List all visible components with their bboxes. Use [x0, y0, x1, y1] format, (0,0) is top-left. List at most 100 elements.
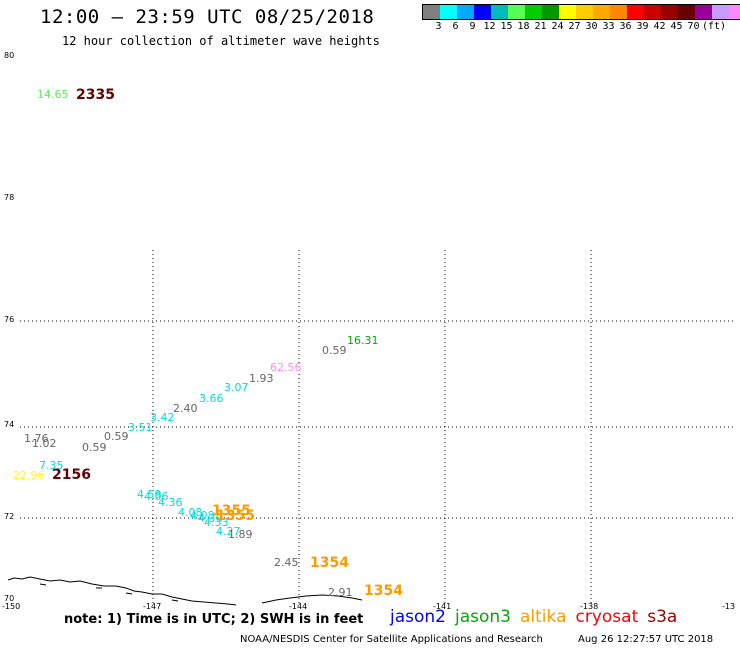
wave-height-value: 3.51	[128, 421, 153, 434]
units-note: note: 1) Time is in UTC; 2) SWH is in fe…	[64, 612, 364, 627]
legend-swatch	[712, 5, 729, 19]
legend-swatch	[644, 5, 661, 19]
longitude-label: -138	[580, 602, 598, 611]
legend-label: 39	[636, 21, 649, 32]
subtitle: 12 hour collection of altimeter wave hei…	[62, 34, 380, 48]
legend-swatch	[593, 5, 610, 19]
legend-swatch	[542, 5, 559, 19]
legend-swatch	[729, 5, 740, 19]
wave-height-value: 2.40	[173, 402, 198, 415]
legend-swatch	[474, 5, 491, 19]
footer-timestamp: Aug 26 12:27:57 UTC 2018	[578, 634, 714, 645]
wave-height-value: 4.59	[137, 488, 162, 501]
wave-height-value: 2335	[76, 87, 115, 103]
coastline-segment	[261, 594, 363, 604]
legend-label: 12	[483, 21, 496, 32]
wave-height-value: 1354	[310, 555, 349, 571]
legend-swatch	[661, 5, 678, 19]
legend-label: 70	[687, 21, 700, 32]
satellite-label-s3a: s3a	[647, 607, 678, 627]
legend-label: 3	[435, 21, 442, 32]
wave-height-value: 4.33	[204, 516, 229, 529]
legend-swatch	[576, 5, 593, 19]
satellite-label-cryosat: cryosat	[575, 607, 639, 627]
legend-label: 21	[534, 21, 547, 32]
legend-label: 27	[568, 21, 581, 32]
wave-height-value: 0.59	[82, 441, 107, 454]
legend-label: 45	[670, 21, 683, 32]
legend-swatch	[457, 5, 474, 19]
wave-height-value: 1.02	[32, 437, 57, 450]
wave-height-value: 2.91	[328, 586, 353, 599]
satellite-label-jason2: jason2	[390, 607, 446, 627]
legend-label: 30	[585, 21, 598, 32]
legend-label: 9	[469, 21, 476, 32]
satellite-legend: jason2 jason3 altika cryosat s3a	[390, 607, 686, 627]
wave-height-value: 4.27	[216, 525, 241, 538]
legend-swatch	[627, 5, 644, 19]
axis-labels: 80 78 76 74 72 70-150 -147 -144 -141 -138 -13	[2, 51, 735, 611]
wave-height-value: 14.65	[37, 88, 69, 101]
coastline	[7, 576, 237, 606]
legend-label: 42	[653, 21, 666, 32]
wave-height-value: 2.45	[274, 556, 299, 569]
longitude-label: -141	[433, 602, 451, 611]
wave-height-value: 62.56	[270, 361, 302, 374]
legend-label: 33	[602, 21, 615, 32]
wave-height-value: 1355	[212, 503, 251, 519]
wave-height-value: 1.93	[249, 372, 274, 385]
legend-label: 15	[500, 21, 513, 32]
legend-swatch	[695, 5, 712, 19]
legend-swatch	[678, 5, 695, 19]
legend-swatches	[422, 4, 740, 20]
longitude-label: -147	[143, 602, 161, 611]
wave-height-value: 1.89	[228, 528, 253, 541]
wave-height-value: 1.76	[24, 432, 49, 445]
legend-swatch	[491, 5, 508, 19]
wave-height-value: 4.36	[198, 512, 223, 525]
latitude-label: 70	[4, 594, 14, 603]
wave-height-value: 0.59	[104, 430, 129, 443]
wave-height-value: 1354	[364, 583, 403, 599]
wave-height-value: 3.42	[150, 411, 175, 424]
legend-swatch	[440, 5, 457, 19]
legend-label: 36	[619, 21, 632, 32]
wave-height-value: 4.36	[158, 496, 183, 509]
wave-height-value: 4.08	[190, 509, 215, 522]
legend-swatch	[559, 5, 576, 19]
wave-height-value: 16.31	[347, 334, 379, 347]
latitude-label: 72	[4, 512, 14, 521]
wave-height-value: 2156	[52, 467, 91, 483]
data-points: 14.65 233516.310.5962.561.933.073.662.403…	[13, 87, 403, 599]
legend-label: 6	[452, 21, 459, 32]
legend-swatch	[508, 5, 525, 19]
wave-height-value: 7.35	[39, 459, 64, 472]
satellite-label-jason3: jason3	[455, 607, 511, 627]
wave-height-value: 3.07	[224, 381, 249, 394]
legend-label: 18	[517, 21, 530, 32]
legend-swatch	[423, 5, 440, 19]
legend-swatch	[525, 5, 542, 19]
legend-unit: (ft)	[702, 21, 727, 32]
coastline-islands	[39, 583, 179, 602]
wave-height-value: 1355	[216, 508, 255, 524]
page-title: 12:00 – 23:59 UTC 08/25/2018	[40, 6, 375, 28]
legend-swatch	[610, 5, 627, 19]
wave-height-value: 0.59	[322, 344, 347, 357]
latitude-label: 76	[4, 315, 14, 324]
footer-credit: NOAA/NESDIS Center for Satellite Applica…	[240, 634, 543, 645]
wave-height-value: 4.06	[144, 490, 169, 503]
latitude-label: 74	[4, 420, 14, 429]
color-legend: 3 6 9 12 15 18 21 24 27 30 33 36 39 42 45 70 (ft)	[422, 4, 740, 34]
wave-height-value: 3.66	[199, 392, 224, 405]
longitude-label: -13	[722, 602, 735, 611]
satellite-label-altika: altika	[520, 607, 567, 627]
wave-height-value: 22.96	[13, 469, 45, 482]
legend-labels: 3 6 9 12 15 18 21 24 27 30 33 36 39 42 45 70 (ft)	[422, 20, 740, 34]
latitude-label: 80	[4, 51, 14, 60]
latitude-label: 78	[4, 193, 14, 202]
wave-height-value: 4.08	[178, 506, 203, 519]
legend-label: 24	[551, 21, 564, 32]
longitude-label: -144	[289, 602, 307, 611]
longitude-label: -150	[2, 602, 20, 611]
